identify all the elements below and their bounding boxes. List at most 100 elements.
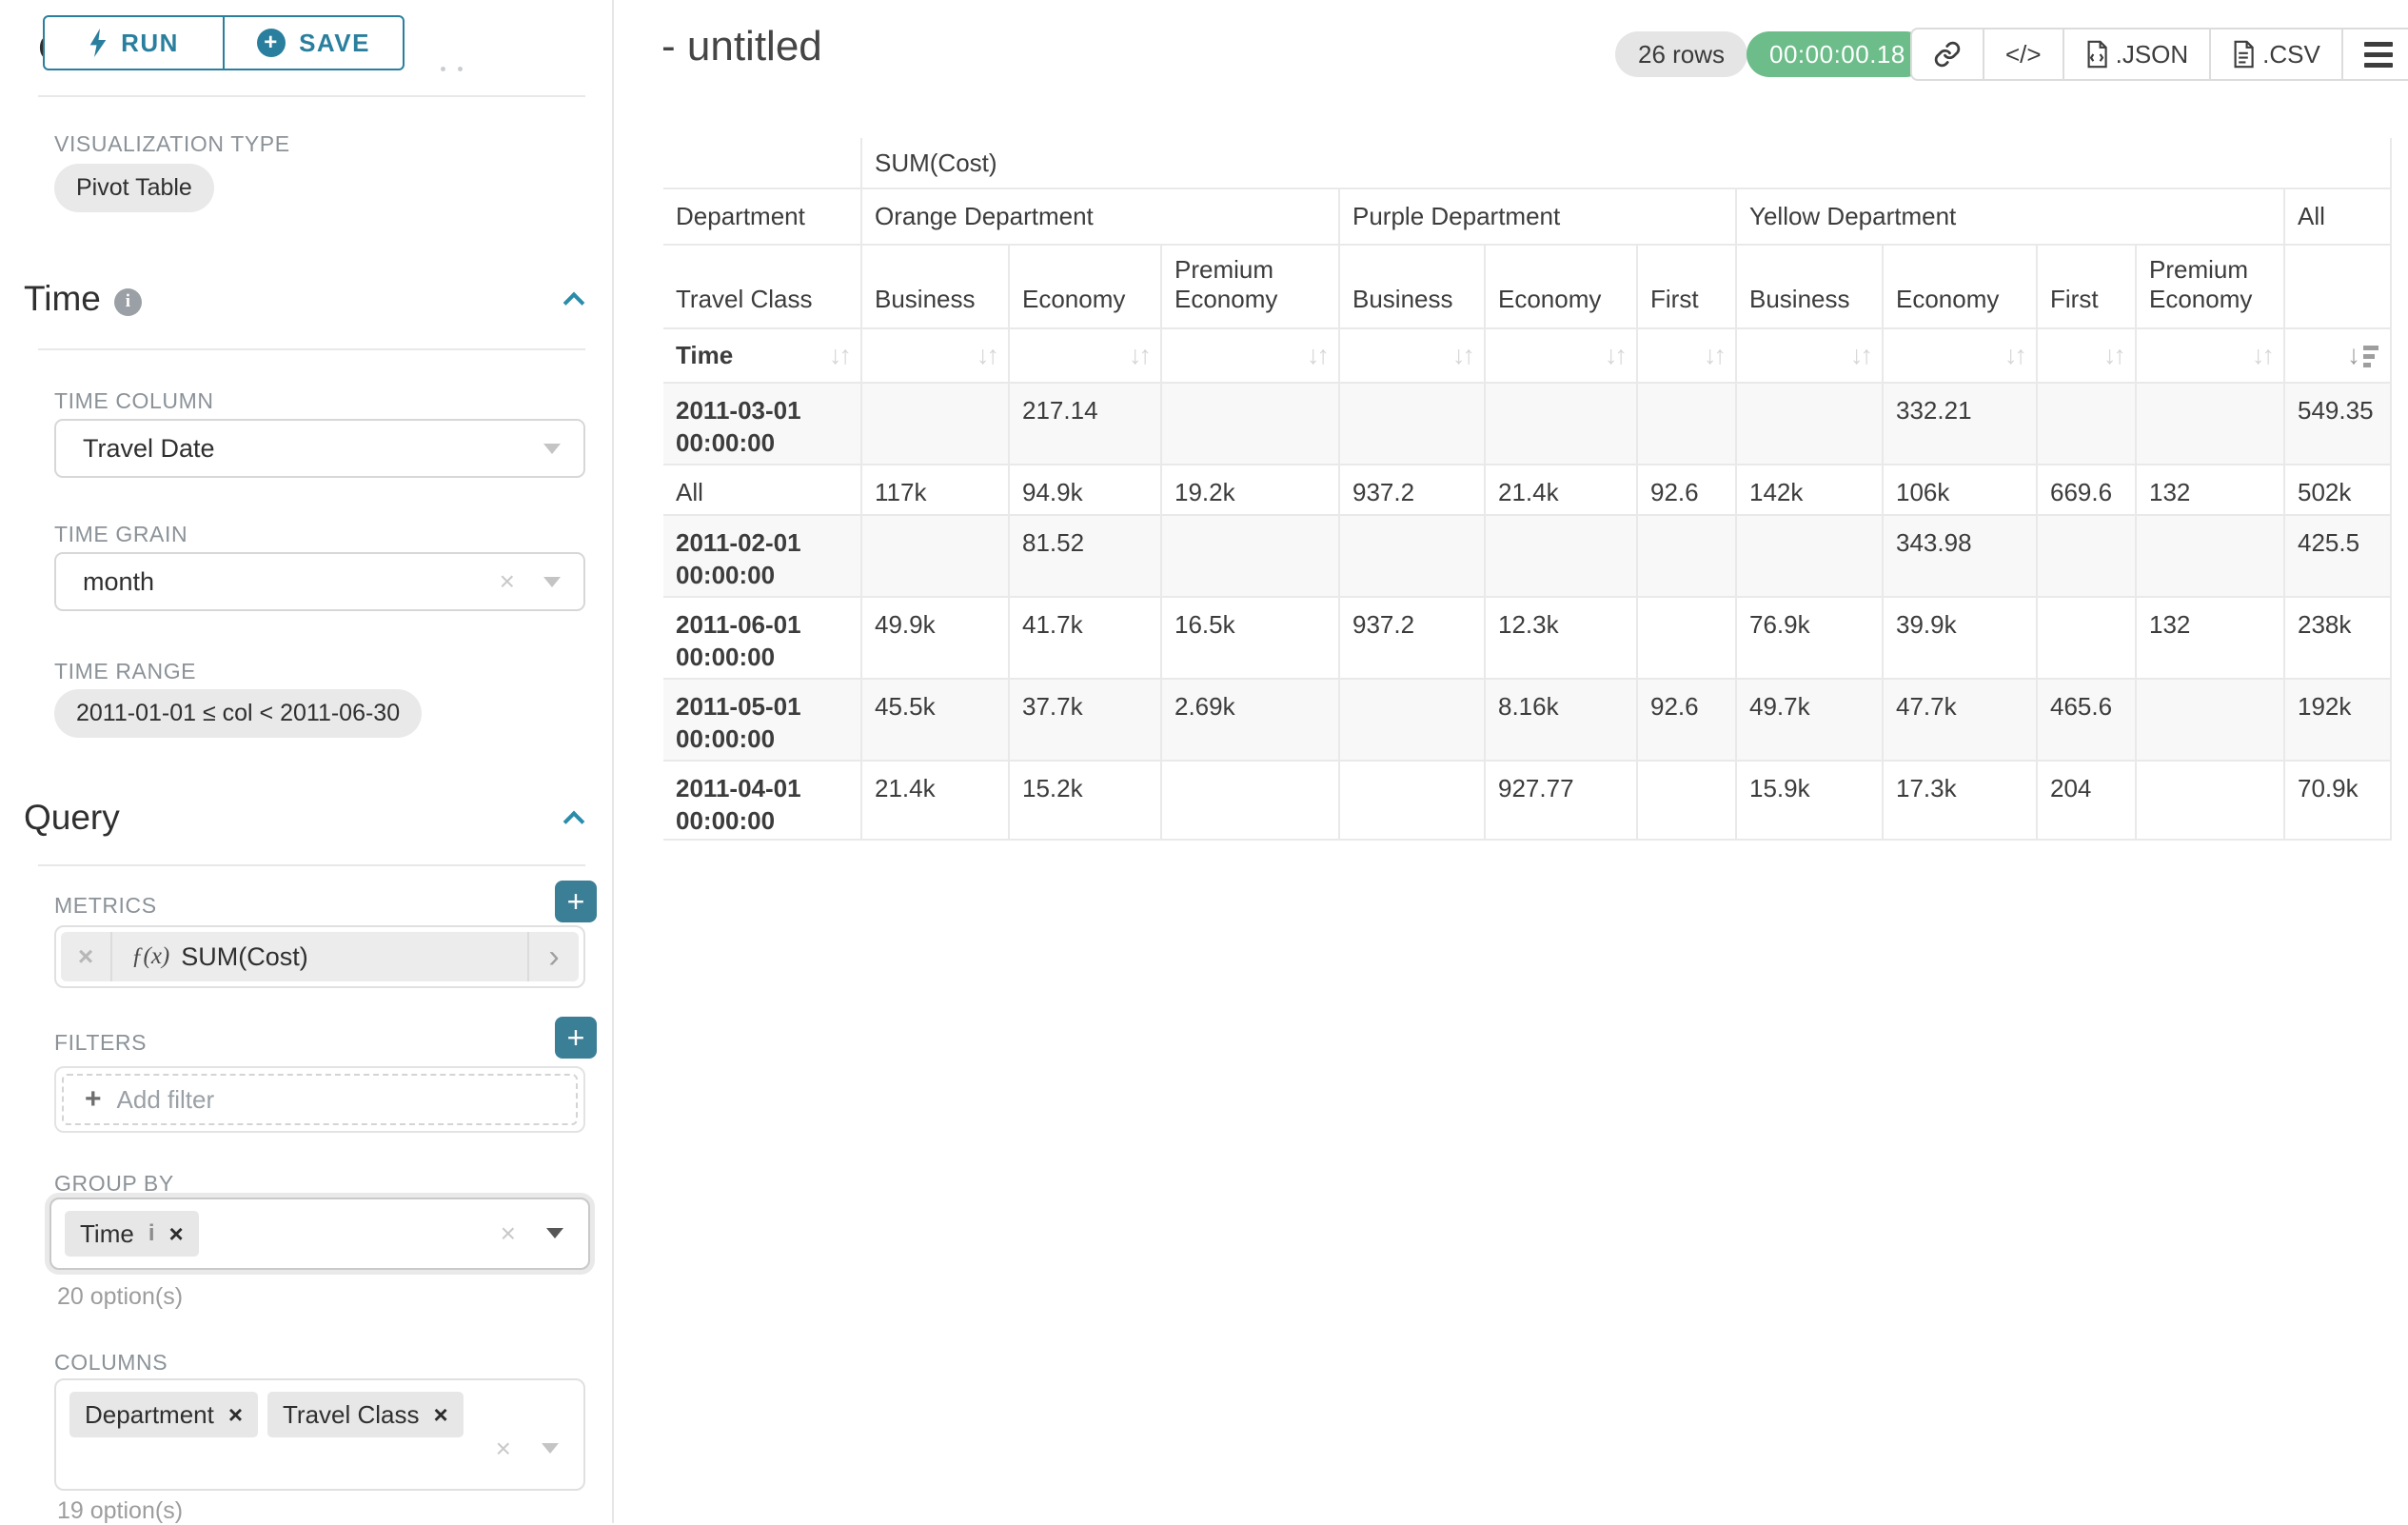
sort-header: ↓↑ [1009, 328, 1161, 383]
pivot-cell: 465.6 [2037, 679, 2136, 761]
time-column-select[interactable]: Travel Date [54, 419, 585, 478]
group-by-tag-time[interactable]: Time i × [65, 1211, 199, 1257]
code-icon: </> [2005, 40, 2042, 69]
visualization-type-pill[interactable]: Pivot Table [54, 164, 214, 212]
sort-icon[interactable]: ↓↑ [977, 341, 997, 370]
time-range-pill[interactable]: 2011-01-01 ≤ col < 2011-06-30 [54, 689, 422, 738]
pivot-cell: 669.6 [2037, 465, 2136, 515]
pivot-cell [1339, 761, 1485, 840]
pivot-cell [1736, 515, 1883, 597]
pivot-cell: 81.52 [1009, 515, 1161, 597]
department-header: Orange Department [861, 188, 1339, 245]
columns-tag-travel-class[interactable]: Travel Class × [267, 1392, 464, 1437]
sort-icon[interactable]: ↓↑ [1605, 341, 1625, 370]
columns-label: COLUMNS [54, 1350, 168, 1376]
pivot-cell [1736, 383, 1883, 465]
pivot-cell [1637, 761, 1736, 840]
pivot-cell: 92.6 [1637, 465, 1736, 515]
sort-icon[interactable]: ↓↑ [1704, 341, 1724, 370]
copy-link-button[interactable] [1912, 30, 1984, 79]
pivot-cell: 45.5k [861, 679, 1009, 761]
pivot-row-label: 2011-03-01 00:00:00 [663, 383, 861, 465]
chevron-down-icon[interactable] [543, 444, 561, 454]
sort-icon[interactable]: ↓↑ [1129, 341, 1149, 370]
pivot-row-label: 2011-04-01 00:00:00 [663, 761, 861, 840]
info-icon: i [148, 1220, 155, 1247]
add-filter-plus-button[interactable]: + [555, 1017, 597, 1059]
metric-pill[interactable]: × ƒ(x) SUM(Cost) › [61, 932, 579, 981]
pivot-cell [2136, 515, 2284, 597]
pivot-cell [861, 383, 1009, 465]
pivot-cell: 192k [2284, 679, 2391, 761]
pivot-cell: 238k [2284, 597, 2391, 679]
clear-icon[interactable]: × [500, 566, 515, 597]
pivot-cell: 106k [1883, 465, 2037, 515]
sort-icon[interactable]: ↓↑ [2004, 341, 2024, 370]
remove-tag-icon[interactable]: × [434, 1400, 448, 1430]
group-by-select[interactable]: Time i × × [49, 1198, 590, 1270]
remove-tag-icon[interactable]: × [228, 1400, 243, 1430]
clear-icon[interactable]: × [501, 1218, 516, 1249]
sort-descending-icon[interactable]: ↓ [2347, 342, 2378, 368]
pivot-cell: 117k [861, 465, 1009, 515]
pivot-cell: 132 [2136, 597, 2284, 679]
filters-container: + Add filter [54, 1066, 585, 1133]
chevron-down-icon[interactable] [546, 1228, 563, 1238]
chart-title[interactable]: - untitled [661, 23, 822, 70]
pivot-cell [1339, 679, 1485, 761]
pivot-cell: 8.16k [1485, 679, 1637, 761]
sort-header: ↓↑ [2136, 328, 2284, 383]
sort-icon[interactable]: ↓↑ [1307, 341, 1327, 370]
chart-type-collapse-icon[interactable] [441, 67, 463, 71]
info-icon: i [114, 288, 142, 316]
group-by-options-hint: 20 option(s) [57, 1283, 183, 1311]
pivot-cell: 15.2k [1009, 761, 1161, 840]
time-grain-label: TIME GRAIN [54, 522, 188, 547]
chevron-down-icon[interactable] [542, 1443, 559, 1454]
menu-button[interactable] [2343, 30, 2408, 79]
pivot-cell [2136, 761, 2284, 840]
department-header: All [2284, 188, 2391, 245]
pivot-cell [1485, 383, 1637, 465]
travel-class-header: Premium Economy [1161, 245, 1339, 328]
view-query-button[interactable]: </> [1984, 30, 2064, 79]
export-csv-button[interactable]: .CSV [2211, 30, 2343, 79]
link-icon [1933, 40, 1962, 69]
pivot-cell [1339, 515, 1485, 597]
sort-icon[interactable]: ↓↑ [1452, 341, 1472, 370]
query-section-collapse-icon[interactable] [563, 811, 585, 833]
fx-icon: ƒ(x) [131, 943, 169, 970]
department-header: Purple Department [1339, 188, 1736, 245]
remove-tag-icon[interactable]: × [168, 1219, 183, 1249]
columns-select[interactable]: Department × Travel Class × × [54, 1378, 585, 1491]
pivot-cell: 49.7k [1736, 679, 1883, 761]
run-button[interactable]: RUN [43, 15, 225, 70]
pivot-cell: 142k [1736, 465, 1883, 515]
divider [38, 95, 585, 97]
pivot-cell [2136, 679, 2284, 761]
sort-icon[interactable]: ↓↑ [829, 341, 849, 370]
columns-tag-department[interactable]: Department × [69, 1392, 258, 1437]
chevron-right-icon[interactable]: › [527, 932, 579, 981]
pivot-row-label: 2011-05-01 00:00:00 [663, 679, 861, 761]
save-button[interactable]: + SAVE [223, 15, 405, 70]
sort-icon[interactable]: ↓↑ [2252, 341, 2272, 370]
pivot-row-label: All [663, 465, 861, 515]
pivot-cell: 39.9k [1883, 597, 2037, 679]
sort-icon[interactable]: ↓↑ [2103, 341, 2123, 370]
pivot-cell [2037, 515, 2136, 597]
remove-metric-icon[interactable]: × [61, 932, 112, 981]
time-section-collapse-icon[interactable] [563, 292, 585, 314]
travel-class-header: Business [1339, 245, 1485, 328]
export-json-button[interactable]: .JSON [2064, 30, 2212, 79]
pivot-cell: 49.9k [861, 597, 1009, 679]
divider [38, 864, 585, 866]
department-axis-label: Department [663, 188, 861, 245]
time-grain-select[interactable]: month × [54, 552, 585, 611]
add-filter-button[interactable]: + Add filter [62, 1074, 578, 1125]
chevron-down-icon[interactable] [543, 577, 561, 587]
sort-icon[interactable]: ↓↑ [1850, 341, 1870, 370]
add-metric-button[interactable]: + [555, 881, 597, 922]
pivot-cell [1485, 515, 1637, 597]
clear-icon[interactable]: × [496, 1434, 511, 1464]
